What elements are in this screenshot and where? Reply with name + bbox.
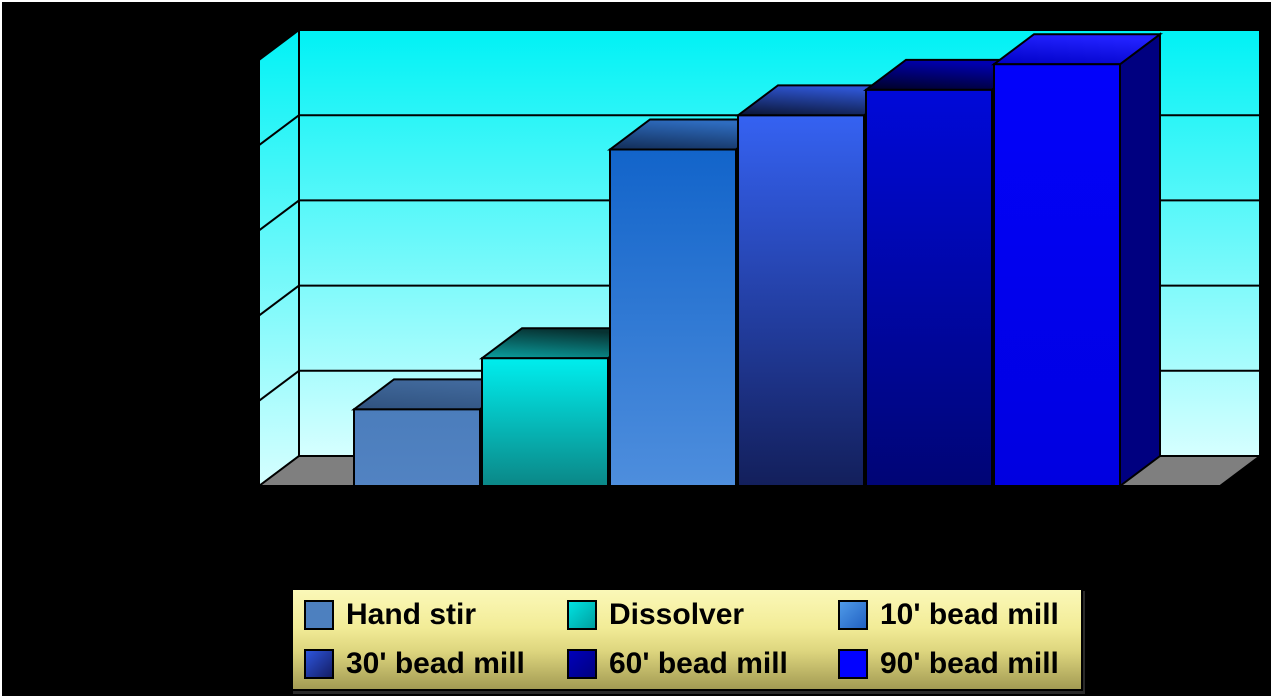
legend-swatch-icon: [838, 649, 868, 680]
legend-swatch-icon: [567, 599, 597, 630]
legend-item-5: 60' bead mill: [567, 647, 838, 681]
legend-item-1: Hand stir: [304, 597, 567, 631]
legend-item-label: 10' bead mill: [880, 597, 1059, 631]
bar-front-4: [737, 114, 865, 487]
legend-swatch-icon: [304, 599, 334, 630]
bar-front-5: [865, 88, 993, 487]
legend-item-label: Hand stir: [346, 597, 477, 631]
legend-item-4: 30' bead mill: [304, 647, 567, 681]
bar-front-6: [993, 63, 1121, 487]
bar-side-6: [1119, 32, 1161, 488]
bar-front-1: [353, 408, 481, 487]
legend-item-label: 90' bead mill: [880, 647, 1059, 681]
left-wall: [258, 28, 300, 488]
legend-item-6: 90' bead mill: [838, 647, 1081, 681]
bar-front-3: [609, 148, 737, 487]
legend-item-3: 10' bead mill: [838, 597, 1081, 631]
legend-swatch-icon: [838, 599, 868, 630]
legend-swatch-icon: [567, 649, 597, 680]
gridline-left-wall: [258, 199, 300, 232]
legend-item-2: Dissolver: [567, 597, 838, 631]
legend-row-2: 30' bead mill 60' bead mill 90' bead mil…: [293, 640, 1081, 690]
chart-plot-area: [256, 28, 1263, 488]
legend-item-label: Dissolver: [609, 597, 745, 631]
gridline-left-wall: [258, 284, 300, 317]
gridline-left-wall: [258, 369, 300, 402]
gridline-left-wall: [258, 114, 300, 146]
bar-front-2: [481, 357, 609, 487]
legend-row-1: Hand stir Dissolver 10' bead mill: [293, 590, 1081, 640]
legend-swatch-icon: [304, 649, 334, 680]
legend-item-label: 60' bead mill: [609, 647, 788, 681]
chart-legend: Hand stir Dissolver 10' bead mill 30' be…: [291, 588, 1083, 691]
legend-item-label: 30' bead mill: [346, 647, 525, 681]
